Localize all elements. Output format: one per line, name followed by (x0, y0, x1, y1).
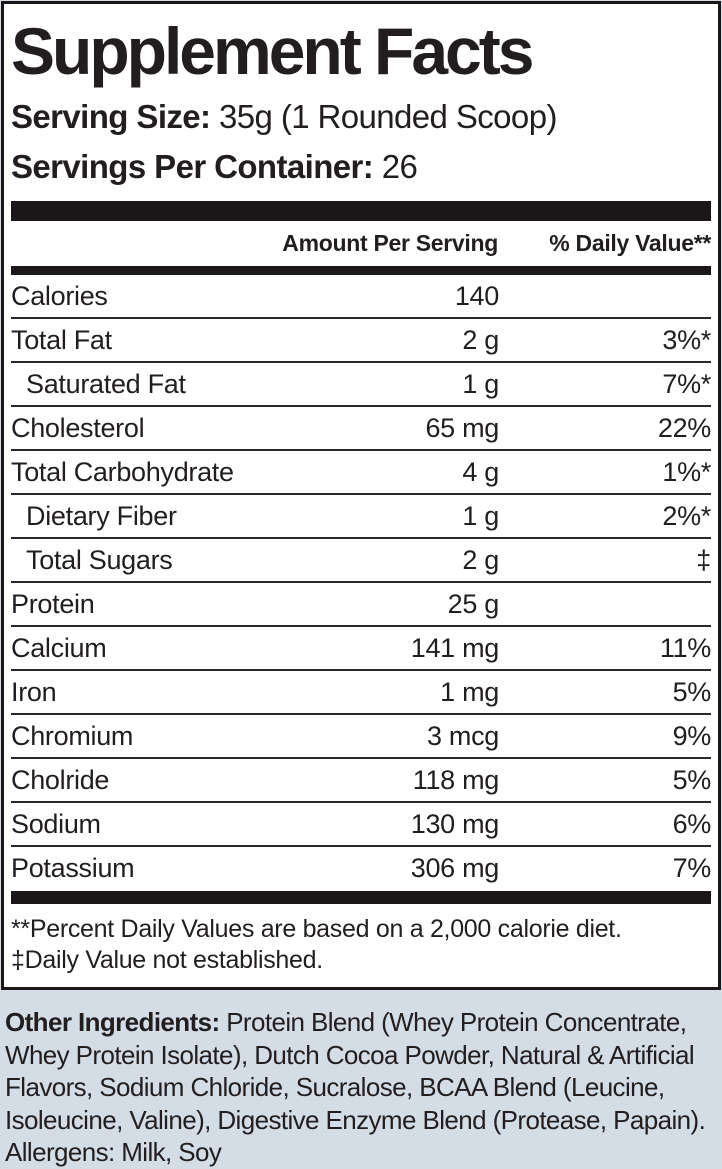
nutrient-daily-value: 9% (672, 720, 712, 751)
divider-bar-header (11, 266, 711, 275)
serving-size-value: 35g (1 Rounded Scoop) (219, 98, 557, 135)
footnote-not-established: ‡Daily Value not established. (11, 946, 323, 974)
nutrient-name: Protein (11, 588, 95, 619)
other-ingredients-section: Other Ingredients: Protein Blend (Whey P… (0, 991, 722, 1169)
nutrient-amount: 2 g (462, 544, 499, 575)
serving-size-label: Serving Size: (11, 98, 211, 135)
nutrient-amount: 118 mg (412, 764, 500, 795)
nutrient-row: Cholesterol 65 mg 22% (11, 407, 711, 451)
other-ingredients-paragraph: Other Ingredients: Protein Blend (Whey P… (5, 1006, 714, 1136)
nutrient-amount: 1 g (462, 500, 499, 531)
divider-bar-top (11, 201, 711, 221)
nutrient-name: Chromium (11, 720, 134, 751)
nutrient-row: Total Carbohydrate 4 g 1%* (11, 451, 711, 495)
servings-per-container-value: 26 (381, 148, 418, 185)
nutrient-name: Calories (11, 280, 108, 311)
nutrient-name: Iron (11, 676, 57, 707)
nutrient-amount: 130 mg (410, 808, 500, 839)
nutrient-name: Total Fat (11, 324, 112, 355)
nutrient-row: Protein 25 g (11, 583, 711, 627)
nutrient-amount: 3 mcg (426, 720, 499, 751)
nutrient-daily-value: 6% (672, 808, 712, 839)
nutrient-daily-value: 22% (657, 412, 711, 443)
nutrient-name: Potassium (11, 852, 135, 883)
nutrient-daily-value: 7% (672, 852, 712, 883)
servings-per-container-line: Servings Per Container: 26 (11, 142, 711, 192)
nutrient-amount: 140 (454, 280, 499, 311)
supplement-facts-panel: Supplement Facts Serving Size: 35g (1 Ro… (1, 1, 721, 990)
nutrient-amount: 2 g (462, 324, 499, 355)
page-title: Supplement Facts (11, 14, 534, 88)
nutrient-row: Iron 1 mg 5% (11, 671, 711, 715)
nutrient-daily-value: ‡ (696, 544, 711, 575)
nutrient-row: Chromium 3 mcg 9% (11, 715, 711, 759)
serving-size-line: Serving Size: 35g (1 Rounded Scoop) (11, 92, 711, 142)
column-header-amount: Amount Per Serving (282, 230, 498, 256)
nutrient-name: Cholride (11, 764, 110, 795)
nutrient-daily-value: 7%* (662, 368, 711, 399)
nutrient-name: Total Carbohydrate (11, 456, 234, 487)
nutrient-row: Calories 140 (11, 275, 711, 319)
nutrient-amount: 65 mg (425, 412, 499, 443)
nutrient-amount: 4 g (462, 456, 499, 487)
nutrient-daily-value: 3%* (662, 324, 711, 355)
nutrient-row: Total Sugars 2 g ‡ (11, 539, 711, 583)
nutrient-row: Total Fat 2 g 3%* (11, 319, 711, 363)
nutrient-amount: 1 mg (440, 676, 499, 707)
nutrient-row: Sodium 130 mg 6% (11, 803, 711, 847)
nutrient-name: Total Sugars (26, 544, 173, 575)
allergens-line: Allergens: Milk, Soy (5, 1137, 222, 1167)
servings-per-container-label: Servings Per Container: (11, 148, 374, 185)
nutrient-row: Calcium 141 mg 11% (11, 627, 711, 671)
nutrient-row: Potassium 306 mg 7% (11, 847, 711, 889)
nutrient-row: Cholride 118 mg 5% (11, 759, 711, 803)
nutrient-name: Calcium (11, 632, 107, 663)
table-column-header: Amount Per Serving % Daily Value** (11, 221, 711, 266)
nutrient-amount: 141 mg (410, 632, 500, 663)
nutrient-name: Dietary Fiber (26, 500, 177, 531)
nutrient-table: Calories 140 Total Fat 2 g 3%* Saturated… (11, 275, 711, 889)
nutrient-amount: 25 g (447, 588, 500, 619)
nutrient-daily-value: 5% (672, 676, 712, 707)
nutrient-amount: 306 mg (410, 852, 500, 883)
other-ingredients-label: Other Ingredients: (5, 1007, 220, 1037)
footnotes: **Percent Daily Values are based on a 2,… (11, 904, 711, 976)
divider-bar-bottom (11, 891, 711, 904)
nutrient-daily-value: 1%* (662, 456, 711, 487)
nutrient-row: Saturated Fat 1 g 7%* (11, 363, 711, 407)
nutrient-name: Cholesterol (11, 412, 145, 443)
nutrient-daily-value: 5% (672, 764, 712, 795)
footnote-daily-values: **Percent Daily Values are based on a 2,… (11, 915, 622, 943)
nutrient-name: Saturated Fat (26, 368, 186, 399)
nutrient-row: Dietary Fiber 1 g 2%* (11, 495, 711, 539)
nutrient-daily-value: 11% (659, 632, 711, 663)
column-header-daily-value: % Daily Value** (549, 230, 711, 256)
nutrient-daily-value: 2%* (662, 500, 711, 531)
nutrient-name: Sodium (11, 808, 101, 839)
other-ingredients-text: Protein Blend (Whey Protein Concentrate,… (5, 1007, 706, 1135)
nutrient-amount: 1 g (462, 368, 499, 399)
